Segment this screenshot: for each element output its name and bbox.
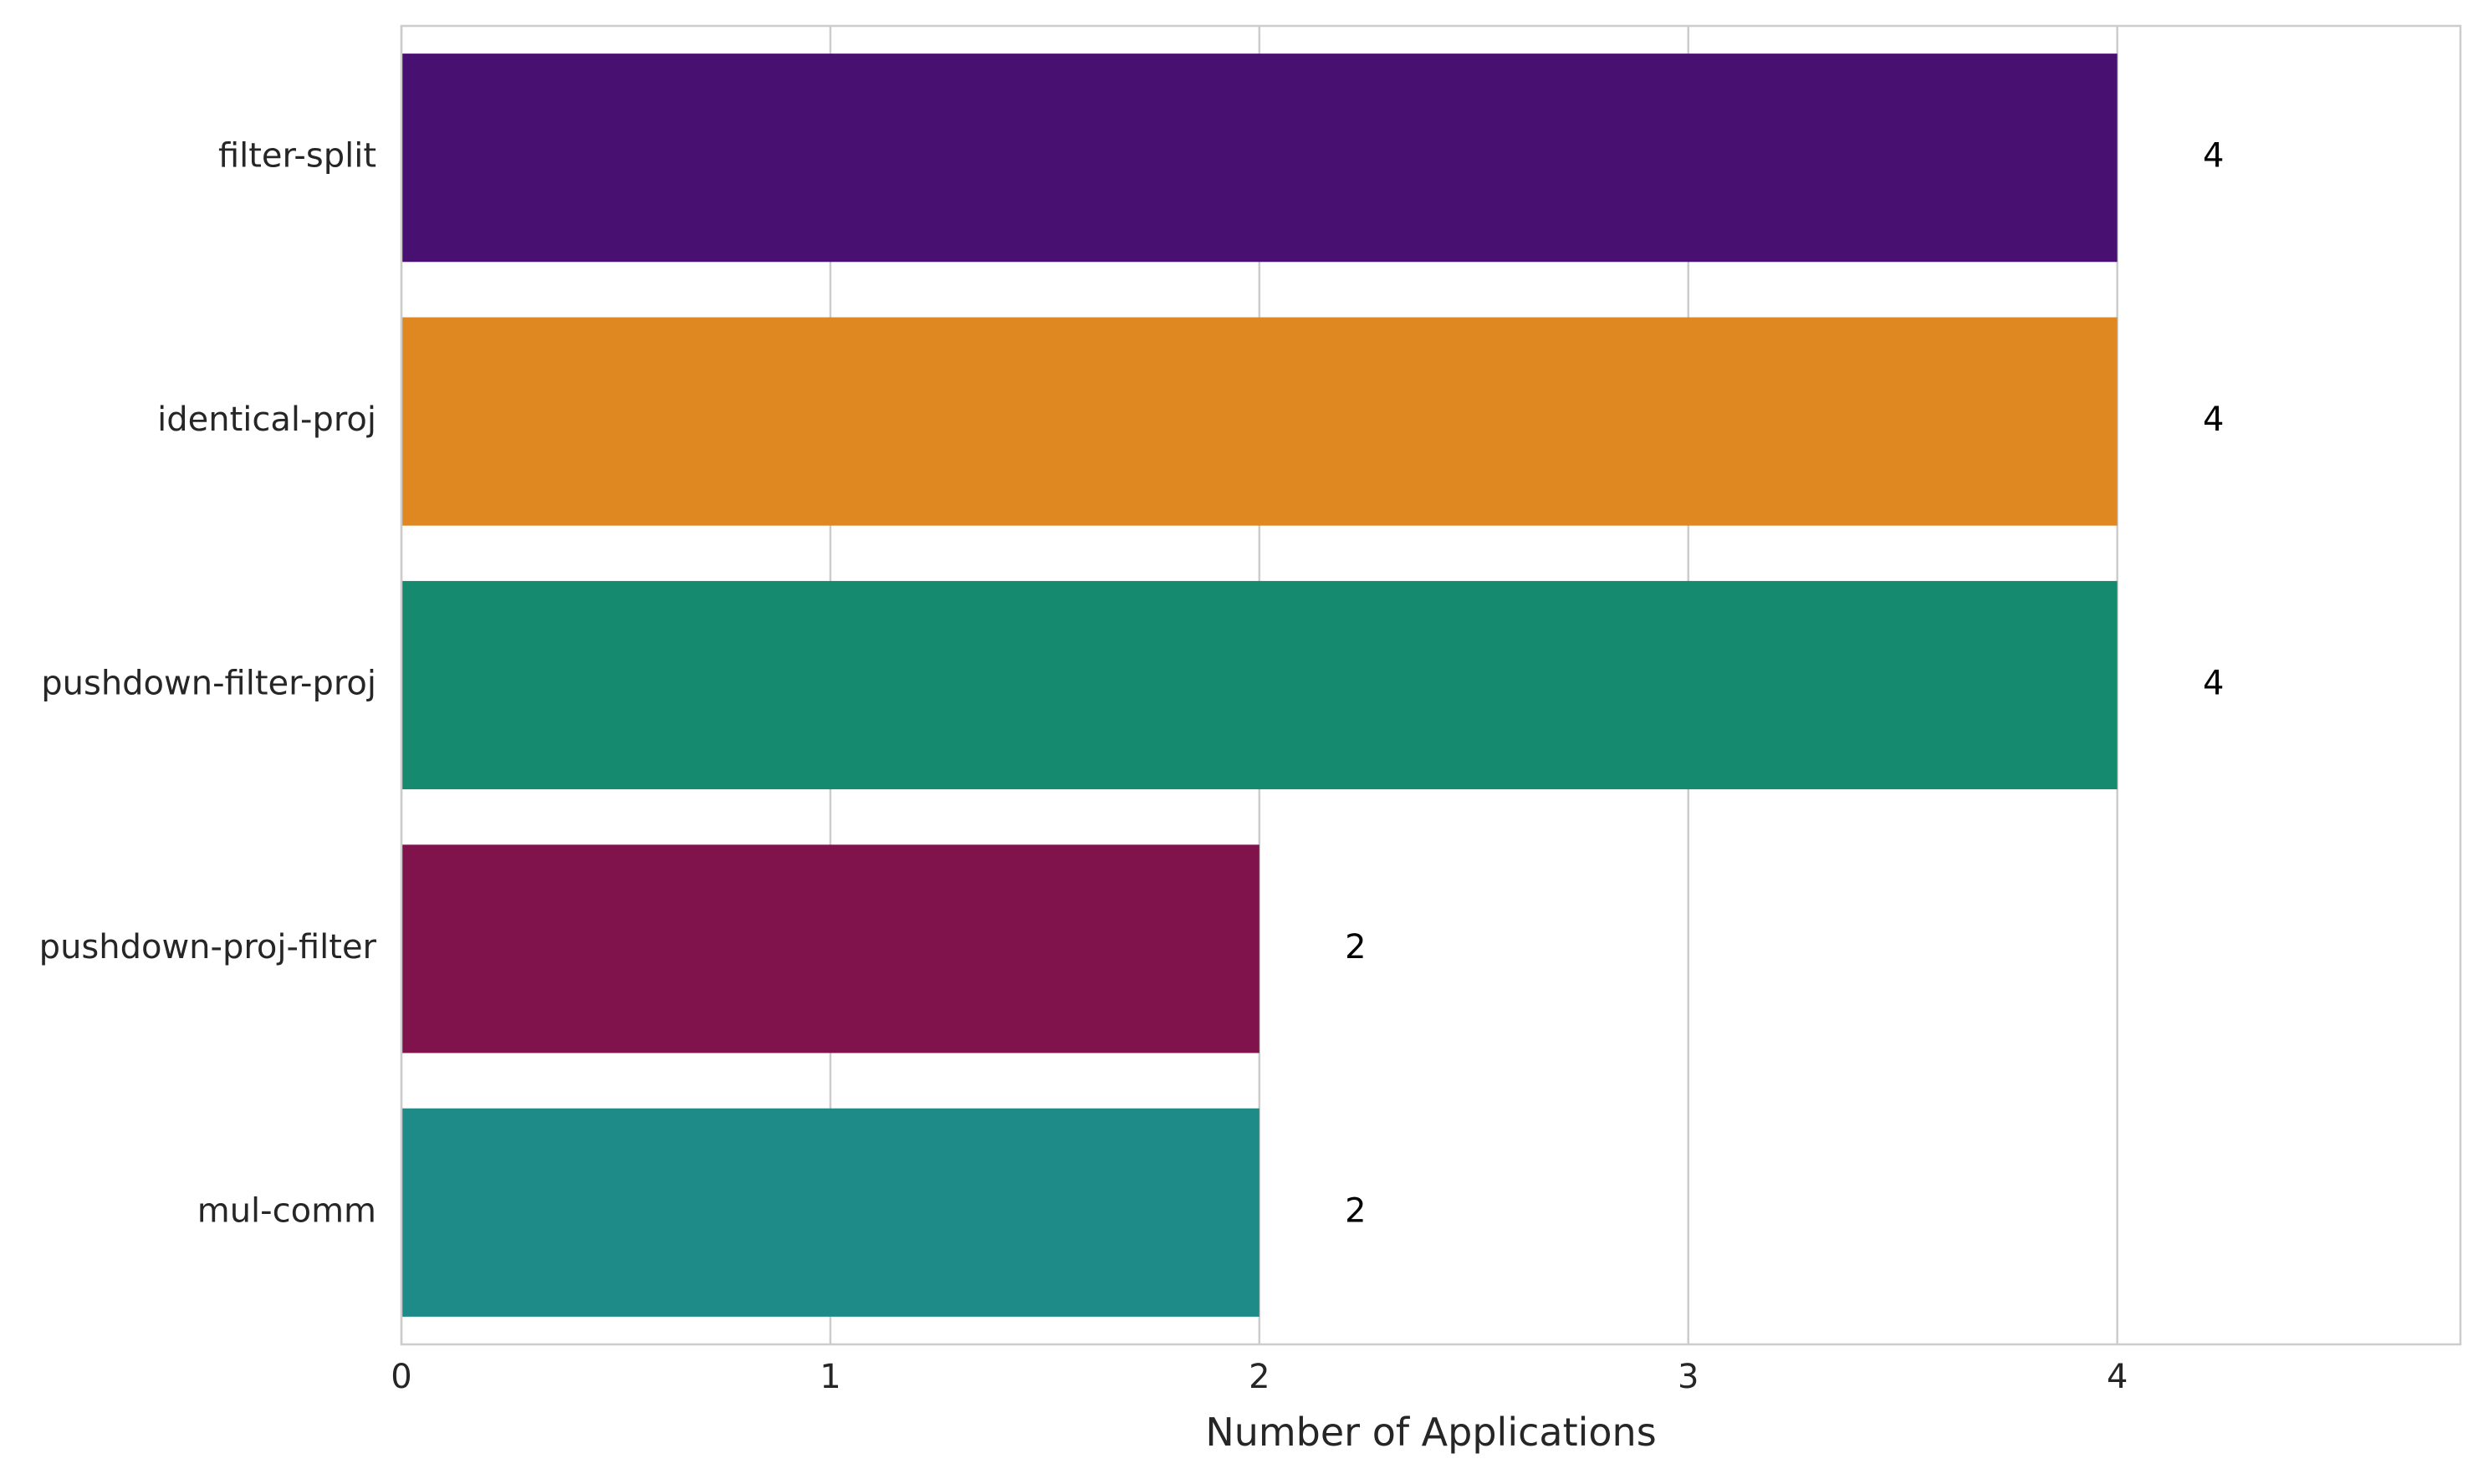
x-tick-label: 2 [1249, 1358, 1270, 1396]
x-tick-labels: 0 1 2 3 4 [391, 1358, 2128, 1396]
plot-frame [400, 24, 2462, 1346]
x-axis-label: Number of Applications [1205, 1410, 1656, 1455]
y-tick-label: pushdown-filter-proj [41, 665, 376, 703]
x-tick-label: 1 [820, 1358, 840, 1396]
value-label: 4 [2203, 665, 2224, 703]
bar-identical-proj [401, 317, 2118, 526]
bar-pushdown-filter-proj [401, 580, 2118, 790]
bar-mul-comm [401, 1108, 1259, 1317]
y-tick-label: identical-proj [157, 400, 376, 439]
y-tick-labels: filter-split identical-proj pushdown-filte… [39, 137, 377, 1231]
value-label: 4 [2203, 137, 2224, 176]
value-label: 2 [1345, 1191, 1366, 1230]
bar-filter-split [401, 54, 2118, 263]
x-tick-label: 3 [1678, 1358, 1699, 1396]
x-tick-label: 0 [391, 1358, 411, 1396]
bar-pushdown-proj-filter [401, 844, 1259, 1053]
y-tick-label: filter-split [218, 137, 376, 176]
bars [401, 54, 2118, 1317]
y-tick-label: pushdown-proj-filter [39, 928, 377, 966]
y-tick-label: mul-comm [197, 1191, 376, 1230]
value-label: 4 [2203, 400, 2224, 439]
value-label: 2 [1345, 928, 1366, 966]
value-labels: 4 4 4 2 2 [1345, 137, 2224, 1231]
x-tick-label: 4 [2107, 1358, 2128, 1396]
